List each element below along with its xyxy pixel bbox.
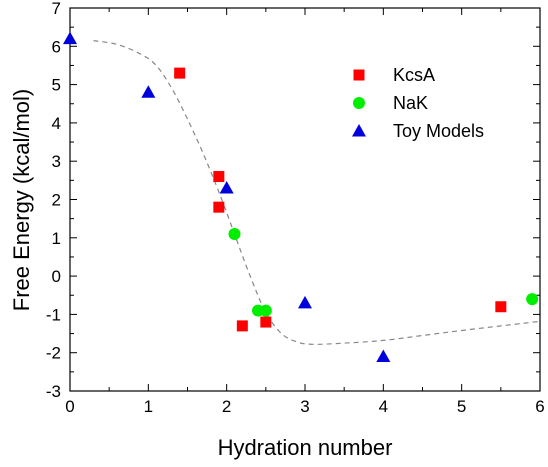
toy-models-point	[141, 85, 156, 98]
axis-ticks: 0 1 2 3 4 5 6 -3 -2 -1 0 1 2 3 4 5 6 7	[46, 0, 545, 416]
y-axis-label: Free Energy (kcal/mol)	[9, 89, 34, 312]
y-tick-label: 3	[52, 152, 61, 171]
x-tick-label: 5	[457, 397, 466, 416]
plot-area	[69, 7, 541, 392]
x-tick-label: 3	[300, 397, 309, 416]
x-tick-label: 6	[535, 397, 544, 416]
nak-point	[526, 293, 539, 306]
y-tick-label: -3	[46, 382, 61, 401]
nak-legend-marker	[353, 97, 365, 109]
y-tick-label: 0	[52, 267, 61, 286]
x-tick-label: 1	[144, 397, 153, 416]
y-tick-label: 7	[52, 0, 61, 18]
kcsa-point	[174, 67, 186, 79]
y-tick-label: 6	[52, 37, 61, 56]
toy-models-point	[376, 349, 391, 363]
kcsa-legend-label: KcsA	[393, 65, 435, 85]
kcsa-point	[213, 171, 225, 183]
toy-models-point	[219, 181, 234, 194]
y-tick-label: 1	[52, 229, 61, 248]
nak-point	[228, 227, 241, 240]
y-tick-label: -1	[46, 305, 61, 324]
nak-point	[259, 304, 272, 317]
kcsa-legend-marker	[353, 69, 365, 81]
x-tick-label: 0	[65, 397, 74, 416]
y-tick-label: 4	[52, 114, 61, 133]
toy-models-point	[298, 295, 312, 309]
x-tick-label: 2	[222, 397, 231, 416]
y-tick-label: -2	[46, 344, 61, 363]
data-points	[63, 31, 539, 363]
toy-models-point	[63, 31, 77, 45]
kcsa-point	[236, 320, 248, 332]
kcsa-point	[213, 201, 225, 213]
legend: KcsA NaK Toy Models	[352, 65, 484, 141]
toy-models-legend-label: Toy Models	[393, 121, 484, 141]
y-tick-label: 5	[52, 76, 61, 95]
kcsa-point	[495, 301, 507, 313]
kcsa-point	[260, 316, 272, 328]
nak-legend-label: NaK	[393, 93, 428, 113]
y-tick-label: 2	[52, 191, 61, 210]
toy-models-legend-marker	[352, 124, 366, 137]
x-tick-label: 4	[379, 397, 388, 416]
fit-curve	[93, 40, 541, 345]
x-axis-label: Hydration number	[218, 435, 393, 460]
